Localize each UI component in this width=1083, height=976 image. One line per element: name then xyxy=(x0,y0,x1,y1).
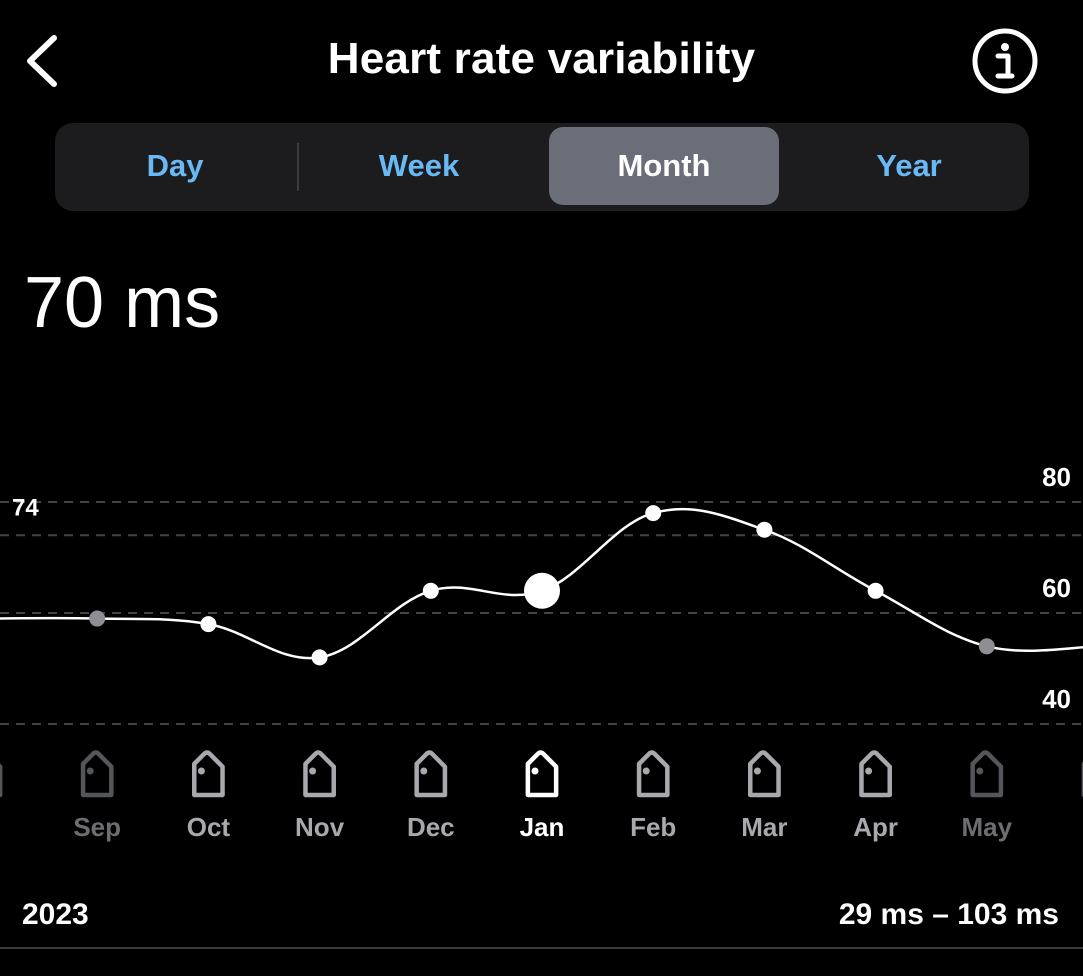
x-tick-label: Feb xyxy=(630,812,676,842)
tab-week[interactable]: Week xyxy=(378,148,460,183)
tag-hole xyxy=(197,767,205,775)
chevron-left-icon xyxy=(27,35,57,87)
y-tick-label: 60 xyxy=(1042,573,1071,603)
back-button[interactable] xyxy=(18,28,68,94)
tag-icon xyxy=(192,750,225,798)
tag-icon xyxy=(0,750,3,798)
tag-icon xyxy=(1081,750,1083,798)
tab-separator xyxy=(297,143,299,191)
tag-hole xyxy=(753,767,761,775)
tag-outline xyxy=(80,750,114,798)
tag-outline xyxy=(525,750,559,798)
tag-outline xyxy=(192,750,225,798)
tag-icon xyxy=(303,750,336,798)
data-point xyxy=(200,616,217,633)
tag-outline xyxy=(859,750,892,798)
tag-outline xyxy=(303,750,336,798)
x-tick-label: Sep xyxy=(73,812,121,842)
tab-month[interactable]: Month xyxy=(549,127,779,205)
x-tick-label: Nov xyxy=(295,812,345,842)
tag-outline xyxy=(636,750,670,798)
period-segmented-control: Day Week Month Year xyxy=(55,123,1029,211)
tag-icon xyxy=(636,750,670,798)
selected-data-point xyxy=(524,572,560,609)
current-value: 70 ms xyxy=(24,263,221,343)
tag-outline xyxy=(970,750,1004,798)
tag-outline xyxy=(0,750,3,798)
tag-icon xyxy=(80,750,114,798)
tag-icon xyxy=(414,750,448,798)
data-point xyxy=(867,582,884,599)
x-tick-label: May xyxy=(962,812,1013,842)
tag-icon xyxy=(525,750,559,798)
tag-hole xyxy=(642,767,650,775)
tab-year[interactable]: Year xyxy=(876,148,942,183)
tag-hole xyxy=(86,767,94,775)
x-tick-label: Jan xyxy=(520,812,565,842)
x-tick-label: Dec xyxy=(407,812,455,842)
data-point xyxy=(645,505,662,522)
data-point xyxy=(756,521,773,538)
data-point xyxy=(422,582,439,599)
page-title: Heart rate variability xyxy=(327,34,756,83)
info-circle-icon xyxy=(972,28,1038,94)
range-label: 29 ms – 103 ms xyxy=(838,898,1059,931)
year-label: 2023 xyxy=(22,898,89,931)
tag-icon xyxy=(970,750,1004,798)
tag-outline xyxy=(414,750,448,798)
tag-outline xyxy=(748,750,781,798)
tag-hole xyxy=(976,767,984,775)
tag-hole xyxy=(531,767,539,775)
tag-hole xyxy=(865,767,873,775)
y-tick-label: 80 xyxy=(1042,462,1071,492)
data-point xyxy=(89,610,106,627)
divider xyxy=(0,947,1083,949)
info-button[interactable] xyxy=(971,27,1039,95)
tag-hole xyxy=(309,767,317,775)
tag-outline xyxy=(1081,750,1083,798)
data-point xyxy=(311,649,328,666)
tag-hole xyxy=(420,767,428,775)
reference-line-label: 74 xyxy=(12,494,39,521)
hrv-chart: 80604074gSepOctNovDecJanFebMarAprMayJ xyxy=(0,462,1083,842)
header: Heart rate variability xyxy=(0,0,1083,120)
x-tick-label: Apr xyxy=(853,812,898,842)
tag-icon xyxy=(748,750,781,798)
y-tick-label: 40 xyxy=(1042,684,1071,714)
tag-icon xyxy=(859,750,892,798)
tab-day[interactable]: Day xyxy=(146,148,204,183)
x-tick-label: Oct xyxy=(187,812,231,842)
data-point xyxy=(978,638,995,655)
x-tick-label: Mar xyxy=(741,812,787,842)
